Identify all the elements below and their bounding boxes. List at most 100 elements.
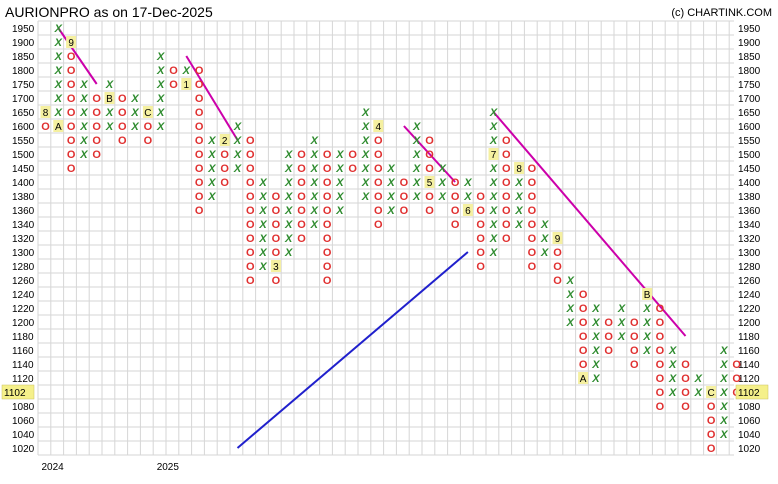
x-box: X	[233, 121, 242, 133]
o-box: O	[195, 177, 204, 189]
o-box: O	[195, 163, 204, 175]
x-box: X	[258, 261, 267, 273]
y-tick-label: 1160	[12, 346, 34, 357]
o-box: O	[579, 317, 588, 329]
o-box: O	[579, 359, 588, 371]
y-tick-label: 1400	[738, 178, 761, 189]
o-box: O	[732, 359, 741, 371]
month-marker: C	[144, 108, 151, 119]
x-box: X	[412, 121, 421, 133]
month-marker: C	[707, 388, 714, 399]
x-box: X	[258, 247, 267, 259]
x-box: X	[207, 149, 216, 161]
month-marker: 9	[555, 234, 561, 245]
o-box: O	[297, 191, 306, 203]
x-box: X	[156, 65, 165, 77]
y-tick-label: 1950	[738, 24, 761, 35]
x-box: X	[438, 163, 447, 175]
x-box: X	[719, 429, 728, 441]
x-box: X	[54, 65, 63, 77]
o-box: O	[323, 261, 332, 273]
x-box: X	[719, 373, 728, 385]
x-box: X	[591, 317, 600, 329]
x-box: X	[463, 191, 472, 203]
o-box: O	[528, 191, 537, 203]
o-box: O	[528, 219, 537, 231]
x-box: X	[566, 275, 575, 287]
x-box: X	[642, 317, 651, 329]
o-box: O	[630, 345, 639, 357]
x-box: X	[566, 317, 575, 329]
o-box: O	[528, 247, 537, 259]
y-tick-label: 1340	[12, 220, 35, 231]
x-box: X	[719, 415, 728, 427]
month-marker: 4	[376, 122, 382, 133]
y-tick-label: 1450	[738, 164, 761, 175]
o-box: O	[220, 163, 229, 175]
o-box: O	[144, 121, 153, 133]
o-box: O	[92, 121, 101, 133]
y-tick-label: 1850	[738, 52, 761, 63]
o-box: O	[195, 107, 204, 119]
trend-line	[403, 125, 456, 183]
y-tick-label: 1080	[738, 402, 761, 413]
o-box: O	[67, 79, 76, 91]
o-box: O	[502, 205, 511, 217]
o-box: O	[630, 331, 639, 343]
month-marker-bg	[66, 36, 77, 48]
month-marker-bg	[53, 120, 64, 132]
month-marker: 8	[516, 164, 522, 175]
o-box: O	[118, 107, 127, 119]
current-price-left-bg	[1, 384, 35, 400]
x-box: X	[489, 135, 498, 147]
x-box: X	[412, 177, 421, 189]
x-box: X	[258, 219, 267, 231]
month-marker: 2	[222, 136, 228, 147]
x-box: X	[591, 345, 600, 357]
o-box: O	[92, 135, 101, 147]
o-box: O	[681, 401, 690, 413]
o-box: O	[502, 163, 511, 175]
o-box: O	[425, 205, 434, 217]
x-box: X	[591, 373, 600, 385]
o-box: O	[502, 219, 511, 231]
y-tick-label: 1380	[738, 192, 761, 203]
month-marker-bg	[373, 120, 384, 132]
o-box: O	[195, 121, 204, 133]
month-marker-bg	[270, 260, 281, 272]
x-box: X	[489, 233, 498, 245]
x-box: X	[310, 205, 319, 217]
o-box: O	[400, 177, 409, 189]
month-marker: 6	[465, 206, 471, 217]
x-box: X	[668, 359, 677, 371]
o-box: O	[374, 191, 383, 203]
x-box: X	[591, 331, 600, 343]
x-box: X	[284, 177, 293, 189]
x-box: X	[54, 93, 63, 105]
y-tick-label: 1060	[738, 416, 761, 427]
y-tick-label: 1120	[738, 374, 760, 385]
x-box: X	[361, 177, 370, 189]
o-box: O	[323, 205, 332, 217]
y-tick-label: 1950	[12, 24, 35, 35]
y-tick-label: 1500	[12, 150, 35, 161]
x-box: X	[719, 359, 728, 371]
x-box: X	[361, 149, 370, 161]
x-box: X	[386, 205, 395, 217]
y-axis-left: 1950 1900 1850 1800 1750 1700 1650 1600 1550 1500…	[12, 24, 35, 455]
x-box: X	[54, 51, 63, 63]
x-box: X	[514, 191, 523, 203]
month-marker-bg	[552, 232, 563, 244]
o-box: O	[195, 93, 204, 105]
x-box: X	[156, 93, 165, 105]
o-box: O	[195, 65, 204, 77]
o-box: O	[604, 345, 613, 357]
o-box: O	[630, 317, 639, 329]
chartink-credit: (c) CHARTINK.COM	[671, 7, 772, 19]
y-tick-label: 1120	[12, 374, 34, 385]
o-box: O	[67, 149, 76, 161]
x-box: X	[463, 177, 472, 189]
o-box: O	[400, 191, 409, 203]
o-box: O	[67, 51, 76, 63]
month-marker: A	[55, 122, 62, 133]
